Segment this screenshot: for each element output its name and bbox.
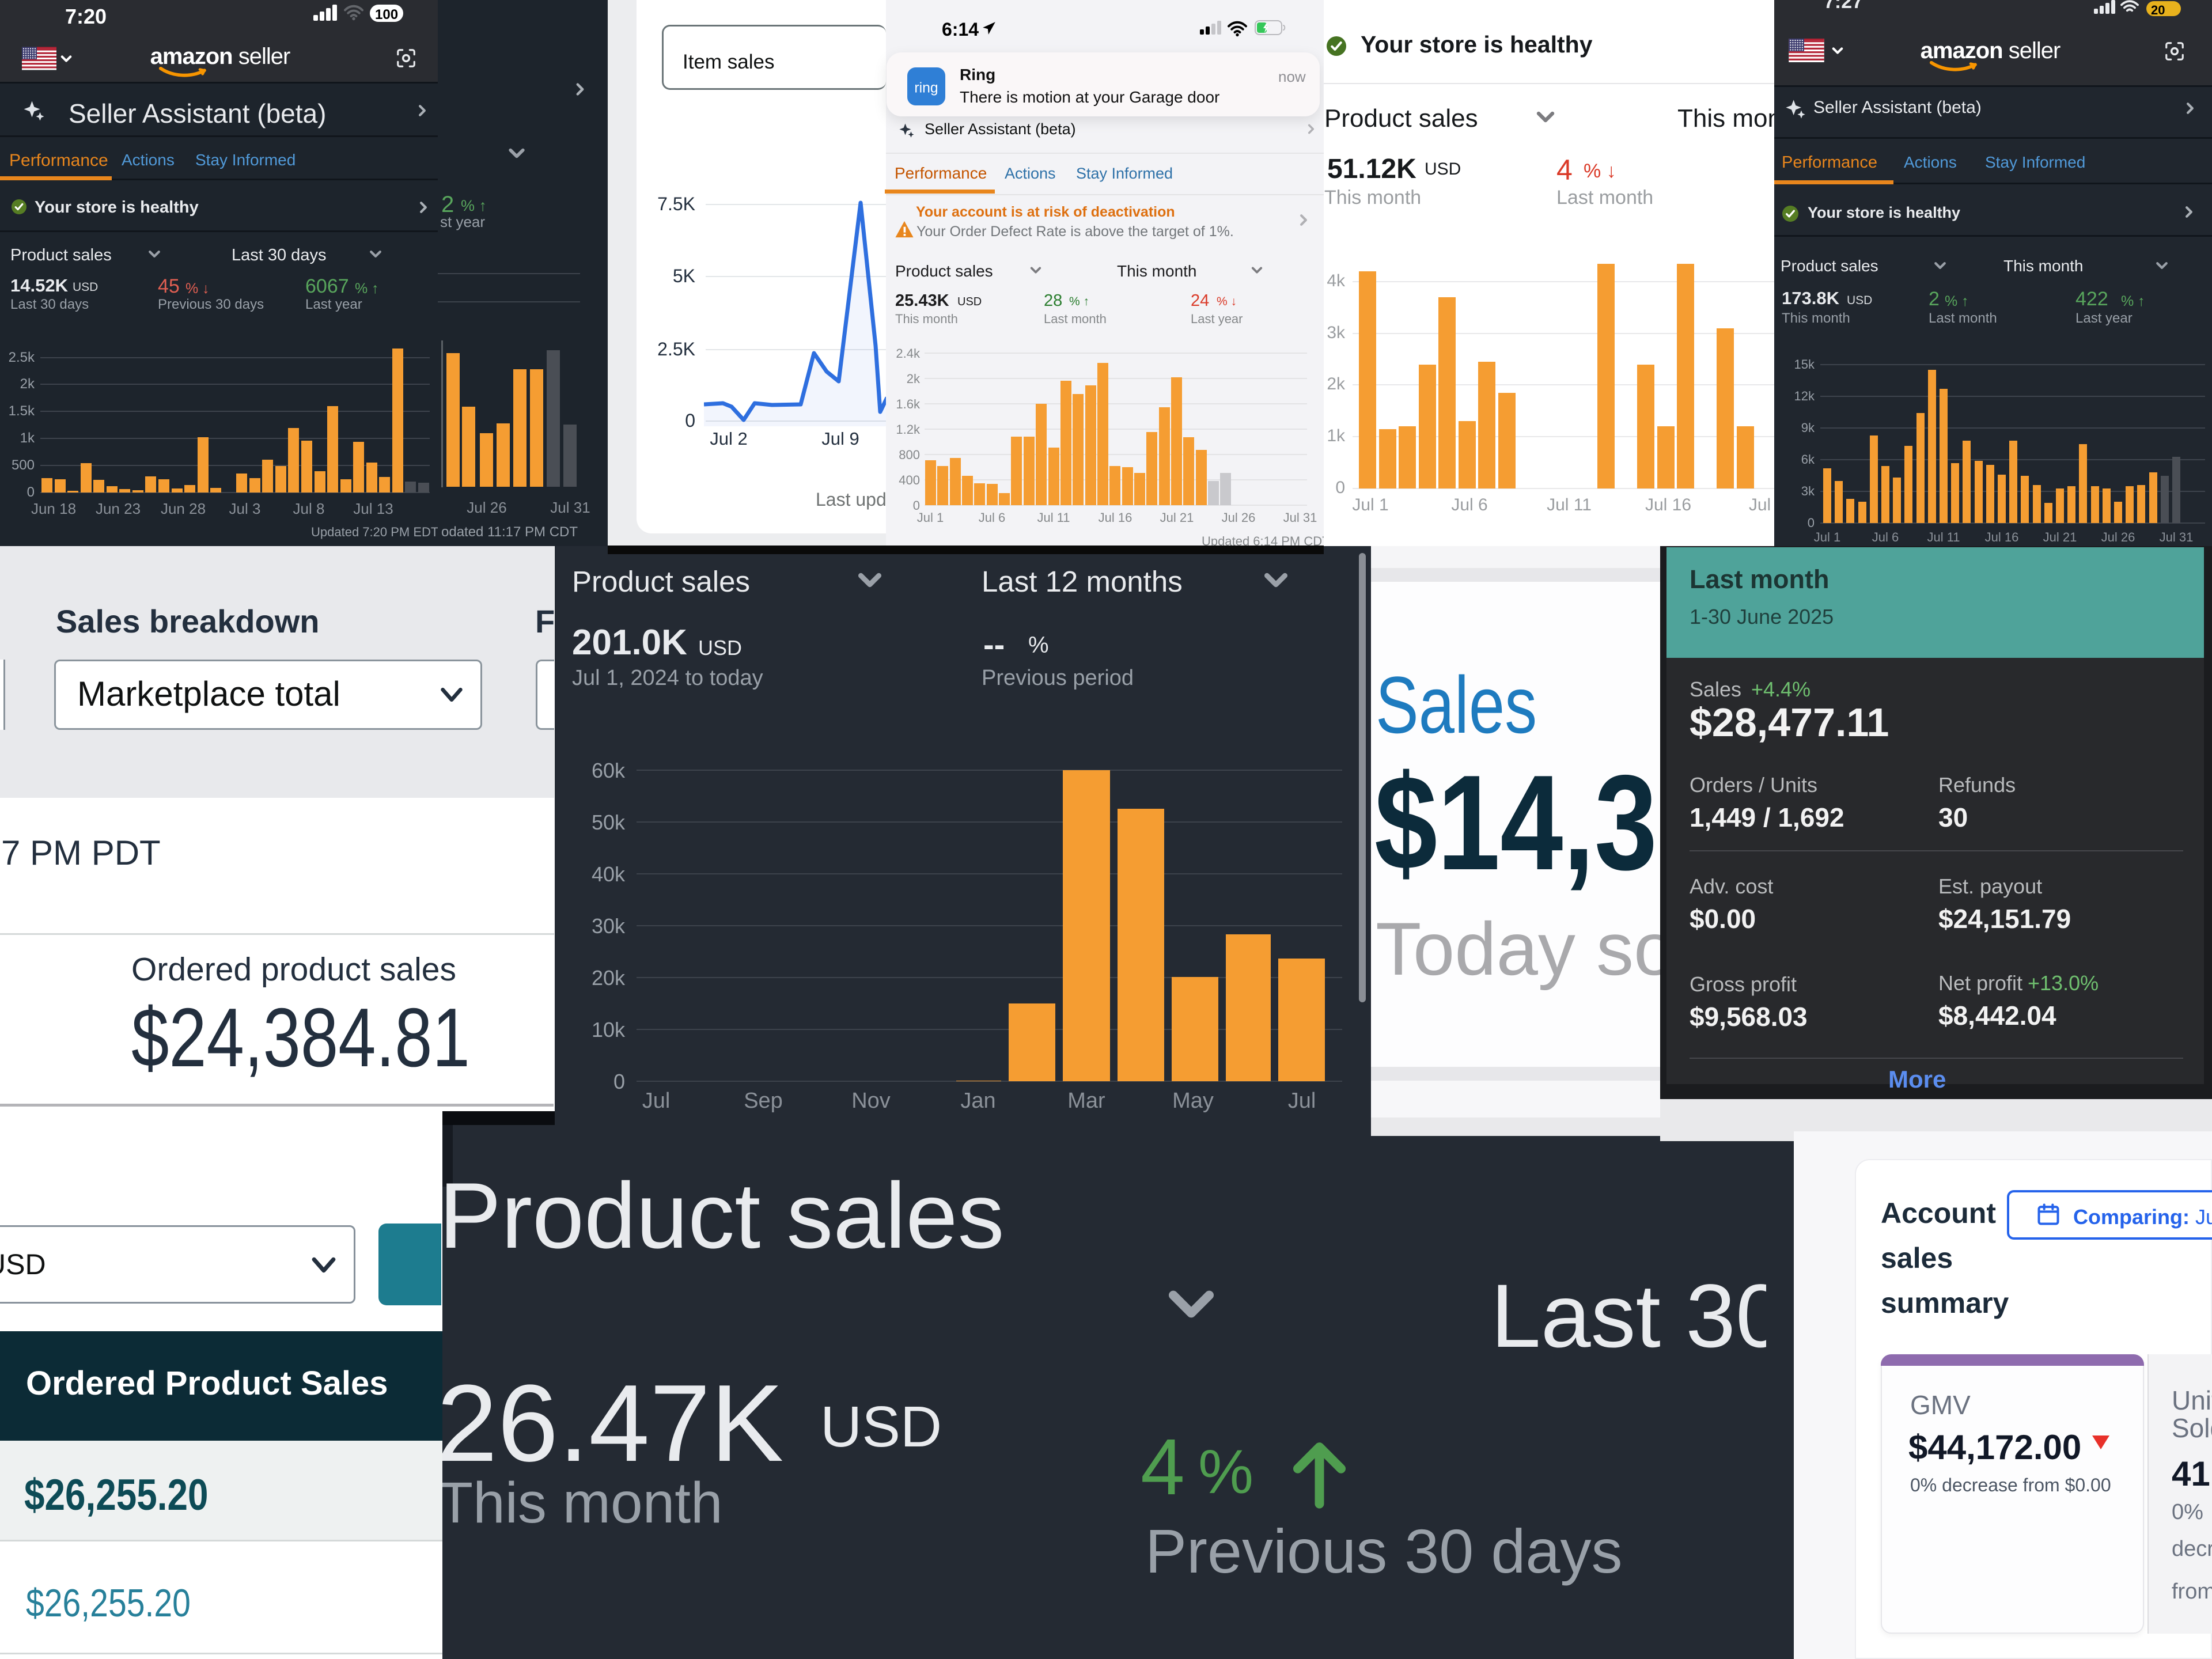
svg-text:ring: ring <box>914 80 938 96</box>
